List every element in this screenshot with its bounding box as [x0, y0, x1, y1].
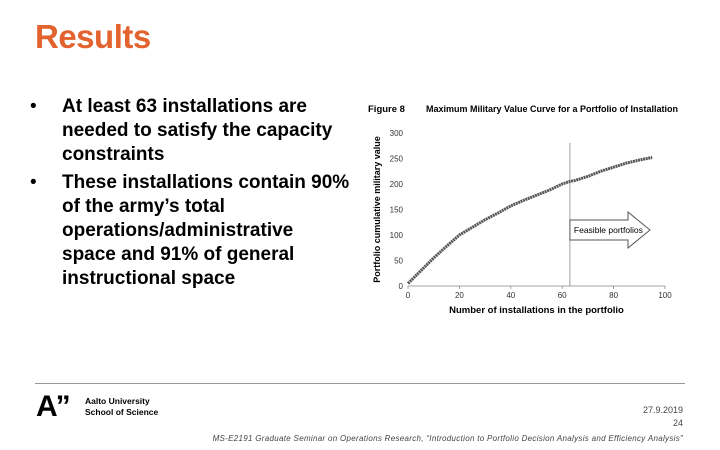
feasible-arrow: Feasible portfolios — [569, 210, 651, 250]
x-tick-label: 40 — [506, 291, 515, 300]
x-tick-label: 100 — [658, 291, 672, 300]
slide-date: 27.9.2019 — [642, 405, 683, 415]
feasible-portfolios-label: Feasible portfolios — [574, 225, 643, 235]
y-tick-label: 0 — [399, 282, 404, 291]
y-tick-label: 200 — [390, 180, 404, 189]
footer-divider — [35, 383, 685, 384]
course-footer: MS-E2191 Graduate Seminar on Operations … — [212, 434, 683, 443]
aalto-logo: A” — [36, 390, 71, 423]
y-tick-label: 100 — [390, 231, 404, 240]
aalto-logo-text: Aalto University School of Science — [85, 396, 158, 418]
bullet-list: • At least 63 installations are needed t… — [30, 95, 350, 295]
arrow-shape — [569, 210, 651, 250]
x-axis-label: Number of installations in the portfolio — [449, 305, 624, 316]
chart-svg: Figure 8 Maximum Military Value Curve fo… — [368, 104, 678, 316]
x-tick-label: 0 — [406, 291, 411, 300]
bullet-text: At least 63 installations are needed to … — [62, 96, 333, 165]
bullet-item: • These installations contain 90% of the… — [30, 171, 350, 291]
slide-title: Results — [35, 18, 151, 55]
bullet-dot: • — [30, 172, 37, 193]
figure-caption: Maximum Military Value Curve for a Portf… — [426, 104, 678, 114]
bullet-dot: • — [30, 96, 37, 117]
y-tick-label: 50 — [394, 257, 403, 266]
bullet-item: • At least 63 installations are needed t… — [30, 95, 350, 167]
page-number: 24 — [672, 418, 683, 428]
chart-axes: 0 50 100 150 200 250 300 0 20 40 60 80 100 — [390, 129, 673, 300]
chart-marks — [406, 143, 653, 286]
y-tick-label: 150 — [390, 206, 404, 215]
x-tick-label: 20 — [455, 291, 464, 300]
figure-label: Figure 8 — [368, 104, 405, 115]
bullet-text: These installations contain 90% of the a… — [62, 172, 350, 289]
y-axis-label: Portfolio cumulative military value — [372, 136, 382, 283]
y-tick-label: 250 — [390, 155, 404, 164]
figure: Figure 8 Maximum Military Value Curve fo… — [368, 98, 688, 328]
series-line — [406, 156, 653, 285]
x-tick-label: 60 — [558, 291, 567, 300]
x-tick-label: 80 — [609, 291, 618, 300]
university-name: Aalto University — [85, 396, 150, 406]
school-name: School of Science — [85, 407, 159, 417]
y-tick-label: 300 — [390, 129, 404, 138]
